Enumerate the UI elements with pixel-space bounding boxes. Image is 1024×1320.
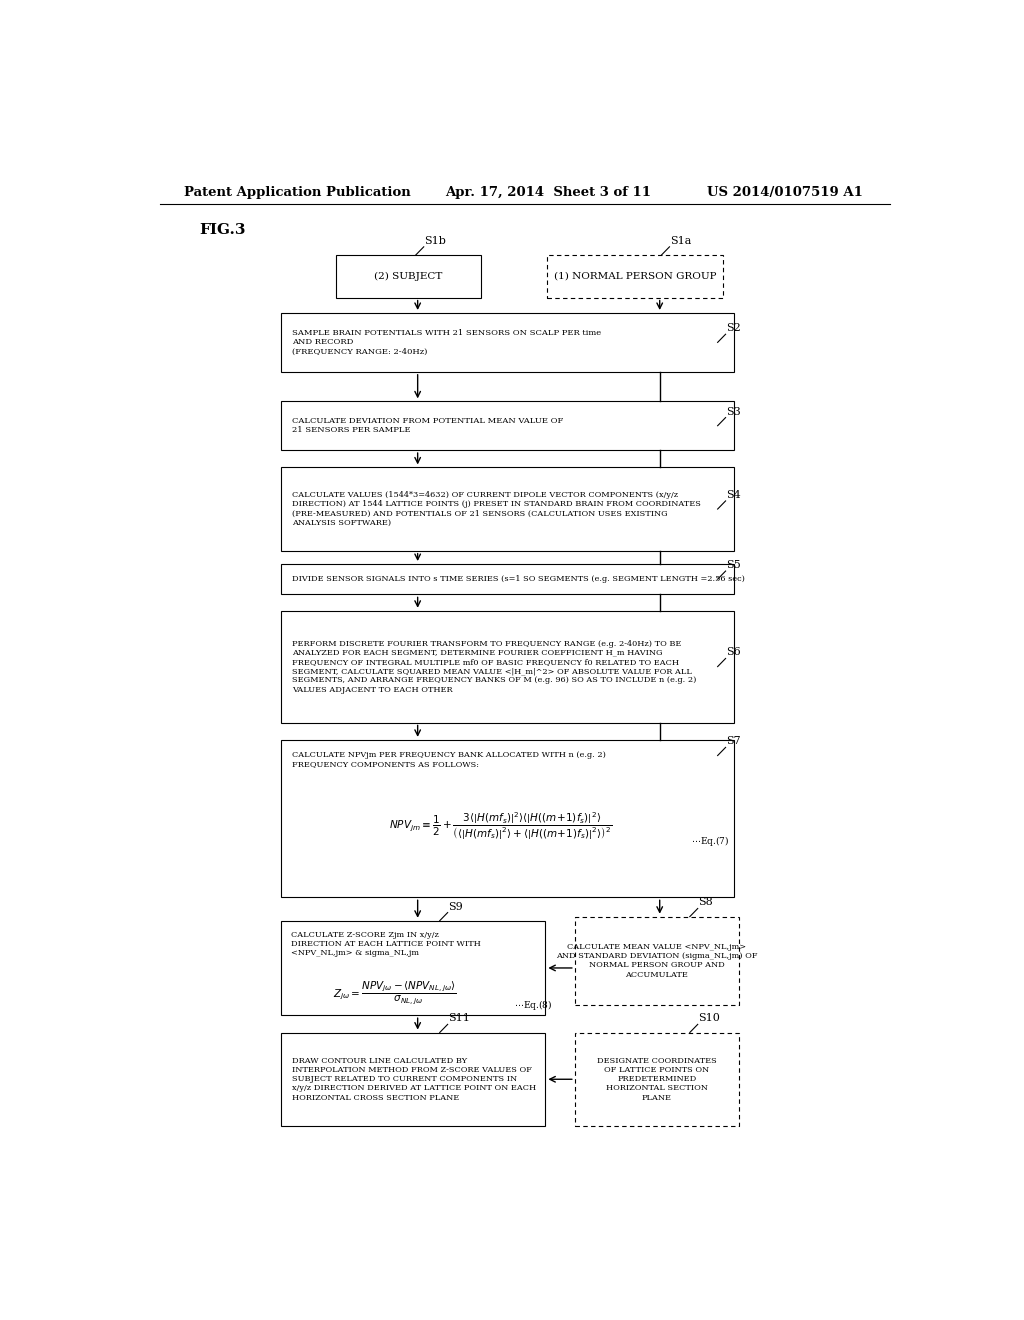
- Text: S7: S7: [726, 737, 741, 746]
- Text: $Z_{j\omega} = \dfrac{NPV_{j\omega} - \langle NPV_{NL,j\omega} \rangle}{\sigma_{: $Z_{j\omega} = \dfrac{NPV_{j\omega} - \l…: [333, 979, 457, 1006]
- Text: S2: S2: [726, 323, 741, 333]
- Text: (1) NORMAL PERSON GROUP: (1) NORMAL PERSON GROUP: [554, 272, 717, 281]
- Bar: [282, 467, 733, 550]
- Text: $\cdots$Eq.(8): $\cdots$Eq.(8): [514, 998, 552, 1012]
- Text: DESIGNATE COORDINATES
OF LATTICE POINTS ON
PREDETERMINED
HORIZONTAL SECTION
PLAN: DESIGNATE COORDINATES OF LATTICE POINTS …: [597, 1057, 717, 1102]
- Text: US 2014/0107519 A1: US 2014/0107519 A1: [708, 186, 863, 199]
- Text: CALCULATE VALUES (1544*3=4632) OF CURRENT DIPOLE VECTOR COMPONENTS (x/y/z
DIRECT: CALCULATE VALUES (1544*3=4632) OF CURREN…: [292, 491, 701, 527]
- Text: S1a: S1a: [671, 236, 691, 246]
- Text: CALCULATE Z-SCORE Zjm IN x/y/z
DIRECTION AT EACH LATTICE POINT WITH
<NPV_NL,jm> : CALCULATE Z-SCORE Zjm IN x/y/z DIRECTION…: [291, 931, 480, 957]
- Text: (2) SUBJECT: (2) SUBJECT: [375, 272, 442, 281]
- Bar: [282, 921, 546, 1015]
- Text: S9: S9: [449, 902, 463, 912]
- Text: CALCULATE DEVIATION FROM POTENTIAL MEAN VALUE OF
21 SENSORS PER SAMPLE: CALCULATE DEVIATION FROM POTENTIAL MEAN …: [292, 417, 563, 434]
- Text: S1b: S1b: [425, 236, 446, 246]
- Text: PERFORM DISCRETE FOURIER TRANSFORM TO FREQUENCY RANGE (e.g. 2-40Hz) TO BE
ANALYZ: PERFORM DISCRETE FOURIER TRANSFORM TO FR…: [292, 640, 696, 693]
- Bar: [574, 916, 739, 1005]
- Text: Apr. 17, 2014  Sheet 3 of 11: Apr. 17, 2014 Sheet 3 of 11: [445, 186, 651, 199]
- Text: DRAW CONTOUR LINE CALCULATED BY
INTERPOLATION METHOD FROM Z-SCORE VALUES OF
SUBJ: DRAW CONTOUR LINE CALCULATED BY INTERPOL…: [292, 1057, 537, 1102]
- Bar: [547, 255, 723, 297]
- Text: S8: S8: [698, 898, 714, 907]
- Text: FIG.3: FIG.3: [200, 223, 246, 236]
- Text: $\cdots$Eq.(7): $\cdots$Eq.(7): [691, 834, 730, 849]
- Text: S5: S5: [726, 560, 741, 570]
- Bar: [336, 255, 481, 297]
- Text: S4: S4: [726, 490, 741, 500]
- Bar: [282, 611, 733, 722]
- Bar: [574, 1032, 739, 1126]
- Text: Patent Application Publication: Patent Application Publication: [183, 186, 411, 199]
- Bar: [282, 401, 733, 450]
- Text: S10: S10: [698, 1014, 721, 1023]
- Text: CALCULATE NPVjm PER FREQUENCY BANK ALLOCATED WITH n (e.g. 2)
FREQUENCY COMPONENT: CALCULATE NPVjm PER FREQUENCY BANK ALLOC…: [292, 751, 606, 768]
- Text: S11: S11: [449, 1014, 470, 1023]
- Text: DIVIDE SENSOR SIGNALS INTO s TIME SERIES (s=1 SO SEGMENTS (e.g. SEGMENT LENGTH =: DIVIDE SENSOR SIGNALS INTO s TIME SERIES…: [292, 576, 745, 583]
- Text: CALCULATE MEAN VALUE <NPV_NL,jm>
AND STANDARD DEVIATION (sigma_NL,jm) OF
NORMAL : CALCULATE MEAN VALUE <NPV_NL,jm> AND STA…: [556, 942, 758, 978]
- Bar: [282, 313, 733, 372]
- Text: SAMPLE BRAIN POTENTIALS WITH 21 SENSORS ON SCALP PER time
AND RECORD
(FREQUENCY : SAMPLE BRAIN POTENTIALS WITH 21 SENSORS …: [292, 329, 601, 355]
- Text: $NPV_{jm} \equiv \dfrac{1}{2} + \dfrac{3\langle\left|H(mf_s)\right|^2\rangle\lan: $NPV_{jm} \equiv \dfrac{1}{2} + \dfrac{3…: [389, 810, 612, 842]
- Bar: [282, 1032, 546, 1126]
- Bar: [282, 739, 733, 898]
- Text: S3: S3: [726, 407, 741, 417]
- Bar: [282, 564, 733, 594]
- Text: S6: S6: [726, 647, 741, 657]
